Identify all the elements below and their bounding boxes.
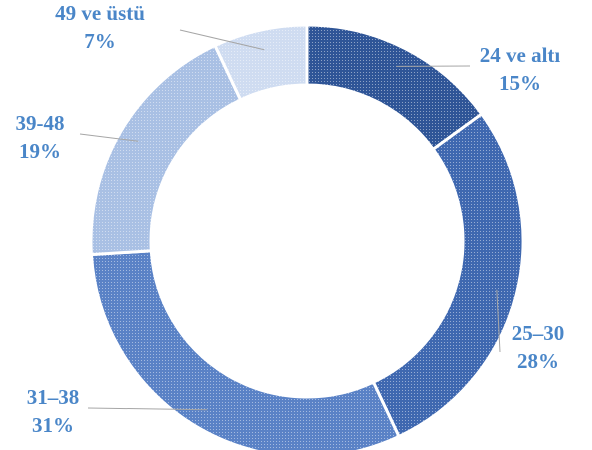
slice-value-label: 28%: [517, 349, 559, 373]
slice-category-label: 31–38: [27, 385, 80, 409]
slice-labels: 24 ve altı 15% 25–30 28% 31–38 31% 39-48 19% 49 …: [16, 1, 565, 437]
donut-slice: [371, 111, 525, 439]
slice-value-label: 7%: [84, 29, 116, 53]
donut-slice: [305, 23, 484, 152]
leader-line: [79, 133, 139, 142]
slice-value-label: 19%: [19, 139, 61, 163]
leader-line: [496, 289, 501, 353]
leader-line: [87, 407, 208, 411]
slice-value-label: 31%: [32, 413, 74, 437]
slice-category-label: 24 ve altı: [480, 43, 561, 67]
donut-slice: [89, 249, 401, 450]
leader-line: [179, 29, 265, 51]
donut-slice: [89, 43, 243, 257]
slice-category-label: 49 ve üstü: [55, 1, 145, 25]
slice-category-label: 39-48: [16, 111, 65, 135]
slice-category-label: 25–30: [512, 321, 565, 345]
leader-lines: [79, 29, 501, 411]
donut-slices: [89, 23, 525, 450]
slice-value-label: 15%: [499, 71, 541, 95]
